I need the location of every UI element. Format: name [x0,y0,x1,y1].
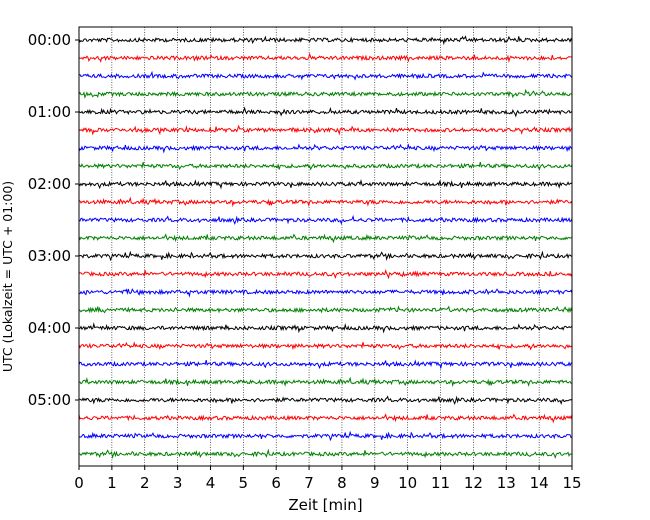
trace-line [78,268,573,280]
x-axis-label: Zeit [min] [288,496,362,514]
y-tick-label: 00:00 [28,31,71,49]
trace-line [78,413,573,424]
x-tick-label: 3 [173,474,183,492]
trace-line [78,395,573,405]
trace-line [78,288,573,298]
x-tick-label: 7 [304,474,314,492]
x-tick-label: 15 [562,474,581,492]
grid-lines [111,27,540,466]
x-tick-label: 4 [206,474,216,492]
y-tick-label: 05:00 [28,391,71,409]
trace-line [78,250,573,262]
x-tick-label: 9 [370,474,380,492]
trace-line [78,52,573,63]
y-axis-label: UTC (Lokalzeit = UTC + 01:00) [0,181,15,372]
y-tick-label: 02:00 [28,175,71,193]
trace-line [78,430,573,442]
trace-line [78,322,573,334]
trace-line [78,143,573,154]
x-tick-label: 10 [398,474,417,492]
trace-line [78,162,573,171]
trace-line [78,196,573,208]
trace-line [78,106,573,118]
trace-line [78,233,573,244]
y-tick-label: 03:00 [28,247,71,265]
trace-line [78,179,573,190]
x-tick-label: 1 [107,474,117,492]
x-tick-label: 2 [140,474,150,492]
trace-line [78,214,573,225]
y-axis-ticks: 00:00 01:00 02:00 03:00 04:00 05:00 [28,31,79,409]
trace-line [78,70,573,81]
x-tick-label: 12 [464,474,483,492]
trace-line [78,341,573,351]
x-tick-label: 8 [337,474,347,492]
trace-lines [78,35,573,459]
trace-line [78,359,573,370]
y-tick-label: 01:00 [28,103,71,121]
trace-line [78,124,573,136]
trace-line [78,88,573,99]
x-tick-label: 11 [431,474,450,492]
trace-line [78,448,573,459]
trace-line [78,305,573,314]
y-tick-label: 04:00 [28,319,71,337]
x-tick-label: 13 [497,474,516,492]
x-tick-label: 0 [74,474,84,492]
x-axis-ticks: 0 1 2 3 4 5 6 7 8 9 10 11 12 13 14 15 [74,466,582,492]
trace-line [78,35,573,46]
x-tick-label: 5 [239,474,249,492]
x-tick-label: 6 [271,474,281,492]
plot-frame [78,26,573,467]
x-tick-label: 14 [530,474,549,492]
trace-line [78,376,573,388]
